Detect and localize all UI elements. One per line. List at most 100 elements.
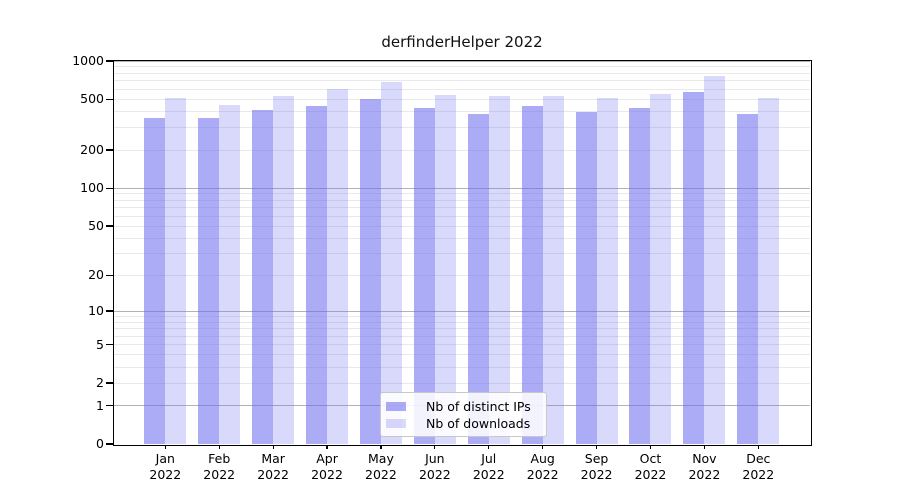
gridline-minor	[114, 72, 810, 74]
x-tick-month: Oct	[639, 451, 662, 466]
bar-distinct-ips-oct	[629, 108, 651, 444]
x-tick-month: Aug	[530, 451, 555, 466]
gridline-minor	[114, 366, 810, 368]
bar-downloads-feb	[219, 104, 241, 444]
y-tick-label: 100	[80, 180, 104, 196]
y-tick-mark	[106, 225, 114, 227]
bar-downloads-aug	[542, 95, 564, 444]
x-tick-year: 2022	[472, 466, 505, 482]
bar-downloads-dec	[758, 98, 780, 444]
x-tick-month: Mar	[261, 451, 285, 466]
y-tick-mark	[106, 98, 114, 100]
x-tick-label: Mar 2022	[241, 451, 305, 482]
bar-distinct-ips-mar	[252, 109, 274, 444]
plot-area	[114, 60, 810, 444]
x-tick-label: May 2022	[349, 451, 413, 482]
x-tick-year: 2022	[580, 466, 613, 482]
x-tick-month: Sep	[584, 451, 609, 466]
gridline-major	[114, 310, 810, 312]
x-tick-mark	[434, 444, 436, 449]
gridline-minor	[114, 80, 810, 82]
x-tick-month: Nov	[692, 451, 717, 466]
x-tick-year: 2022	[257, 466, 290, 482]
bar-downloads-jul	[488, 95, 510, 444]
x-tick-year: 2022	[149, 466, 182, 482]
bar-distinct-ips-sep	[575, 112, 597, 444]
bar-downloads-sep	[596, 98, 618, 444]
gridline-major	[114, 187, 810, 189]
y-tick-mark	[106, 149, 114, 151]
gridline-minor	[114, 66, 810, 68]
y-tick-label: 200	[80, 142, 104, 157]
bar-distinct-ips-aug	[521, 106, 543, 444]
bar-downloads-apr	[327, 88, 349, 444]
gridline-minor	[114, 111, 810, 113]
x-tick-label: Dec 2022	[726, 451, 790, 482]
gridline-minor	[114, 274, 810, 276]
x-tick-month: Jul	[481, 451, 497, 466]
gridline-minor	[114, 335, 810, 337]
gridline-minor	[114, 253, 810, 255]
x-tick-mark	[380, 444, 382, 449]
y-tick-label: 50	[88, 218, 104, 234]
gridline-minor	[114, 354, 810, 356]
y-tick-mark	[106, 443, 114, 445]
x-tick-month: Apr	[316, 451, 338, 466]
x-tick-mark	[272, 444, 274, 449]
bar-distinct-ips-jun	[413, 108, 435, 444]
y-tick-mark	[106, 310, 114, 312]
x-tick-label: Sep 2022	[565, 451, 629, 482]
x-tick-mark	[218, 444, 220, 449]
x-tick-month: Dec	[746, 451, 771, 466]
y-tick-label: 1	[96, 397, 104, 413]
legend: Nb of distinct IPs Nb of downloads	[380, 392, 547, 437]
bar-downloads-mar	[273, 95, 295, 444]
x-tick-year: 2022	[311, 466, 343, 482]
legend-swatch-distinct-ips	[386, 401, 406, 411]
gridline-minor	[114, 344, 810, 346]
x-tick-month: Jan	[155, 451, 175, 466]
x-tick-year: 2022	[526, 466, 559, 482]
bar-distinct-ips-may	[359, 99, 381, 444]
x-tick-mark	[703, 444, 705, 449]
x-tick-year: 2022	[203, 466, 236, 482]
x-tick-year: 2022	[418, 466, 451, 482]
y-tick-label: 0	[96, 436, 104, 451]
gridline-minor	[114, 207, 810, 209]
x-tick-year: 2022	[365, 466, 397, 482]
gridline-minor	[114, 237, 810, 239]
gridline-minor	[114, 328, 810, 330]
x-tick-mark	[542, 444, 544, 449]
x-tick-month: Jun	[425, 451, 445, 466]
gridline-minor	[114, 98, 810, 100]
x-tick-label: Feb 2022	[187, 451, 251, 482]
gridline-minor	[114, 199, 810, 201]
bar-downloads-jan	[165, 98, 187, 444]
gridline-minor	[114, 193, 810, 195]
y-tick-label: 5	[96, 336, 104, 352]
x-tick-mark	[164, 444, 166, 449]
bar-distinct-ips-dec	[737, 113, 759, 444]
gridline-minor	[114, 127, 810, 129]
x-tick-mark	[326, 444, 328, 449]
bar-distinct-ips-feb	[198, 118, 220, 444]
x-tick-label: Apr 2022	[295, 451, 359, 482]
legend-label-distinct-ips: Nb of distinct IPs	[426, 398, 531, 414]
bar-distinct-ips-jan	[144, 117, 166, 444]
x-tick-label: Aug 2022	[511, 451, 575, 482]
gridline-minor	[114, 215, 810, 217]
legend-label-downloads: Nb of downloads	[426, 415, 531, 431]
x-tick-label: Nov 2022	[672, 451, 736, 482]
y-tick-mark	[106, 274, 114, 276]
x-tick-month: Feb	[208, 451, 231, 466]
gridline-minor	[114, 321, 810, 323]
y-tick-mark	[106, 187, 114, 189]
y-tick-mark	[106, 404, 114, 407]
bar-distinct-ips-apr	[306, 105, 328, 444]
y-tick-mark	[106, 60, 114, 62]
legend-item-downloads: Nb of downloads	[386, 415, 538, 431]
x-tick-mark	[649, 444, 652, 449]
gridline-major	[114, 60, 810, 62]
x-tick-label: Jan 2022	[133, 451, 197, 482]
